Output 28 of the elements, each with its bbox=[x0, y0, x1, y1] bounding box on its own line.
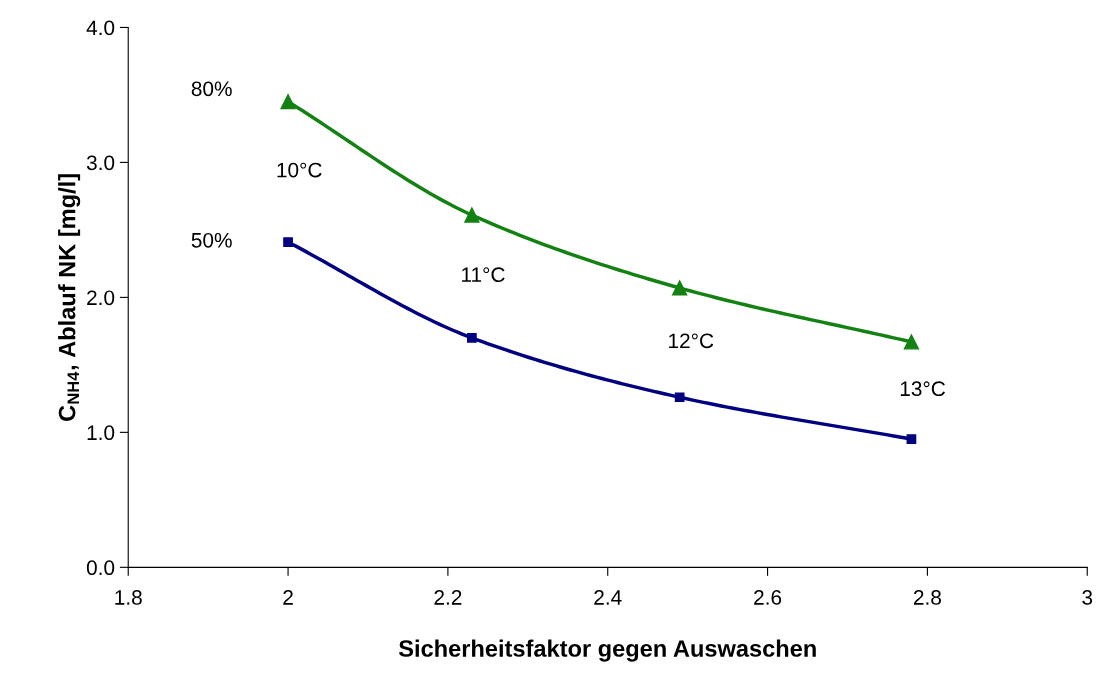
y-tick-label: 4.0 bbox=[86, 20, 115, 36]
x-axis-title: Sicherheitsfaktor gegen Auswaschen bbox=[398, 639, 816, 662]
y-axis-title: C$_{NH4}$, Ablauf NK [mg/l] bbox=[58, 174, 81, 421]
point bbox=[467, 333, 477, 343]
text: 50% bbox=[191, 232, 232, 248]
y-tick-label: 3.0 bbox=[86, 155, 115, 171]
point bbox=[464, 207, 480, 223]
x-tick-label: 2.2 bbox=[434, 590, 462, 605]
annotation: 10°C bbox=[277, 162, 322, 178]
point bbox=[280, 94, 296, 110]
annotation: 13°C bbox=[900, 381, 946, 397]
x-tick-label: 2.6 bbox=[754, 590, 782, 605]
point bbox=[674, 392, 685, 403]
text: 80% bbox=[191, 81, 232, 97]
annotation: 11°C bbox=[462, 267, 505, 283]
x-tick-label: 1.8 bbox=[115, 590, 142, 605]
y-tick-label: 1.0 bbox=[87, 425, 115, 441]
y-tick-label: 0.0 bbox=[86, 560, 115, 576]
point bbox=[906, 434, 917, 444]
point bbox=[672, 280, 688, 296]
annotation: 12°C bbox=[669, 333, 714, 349]
point bbox=[903, 334, 920, 350]
x-tick-label: 2 bbox=[283, 590, 293, 605]
x-tick-label: 3 bbox=[1082, 590, 1093, 605]
x-tick-label: 2.4 bbox=[594, 590, 622, 605]
x-tick-label: 2.8 bbox=[913, 590, 941, 605]
y-tick-label: 2.0 bbox=[87, 290, 115, 306]
point bbox=[283, 237, 293, 247]
